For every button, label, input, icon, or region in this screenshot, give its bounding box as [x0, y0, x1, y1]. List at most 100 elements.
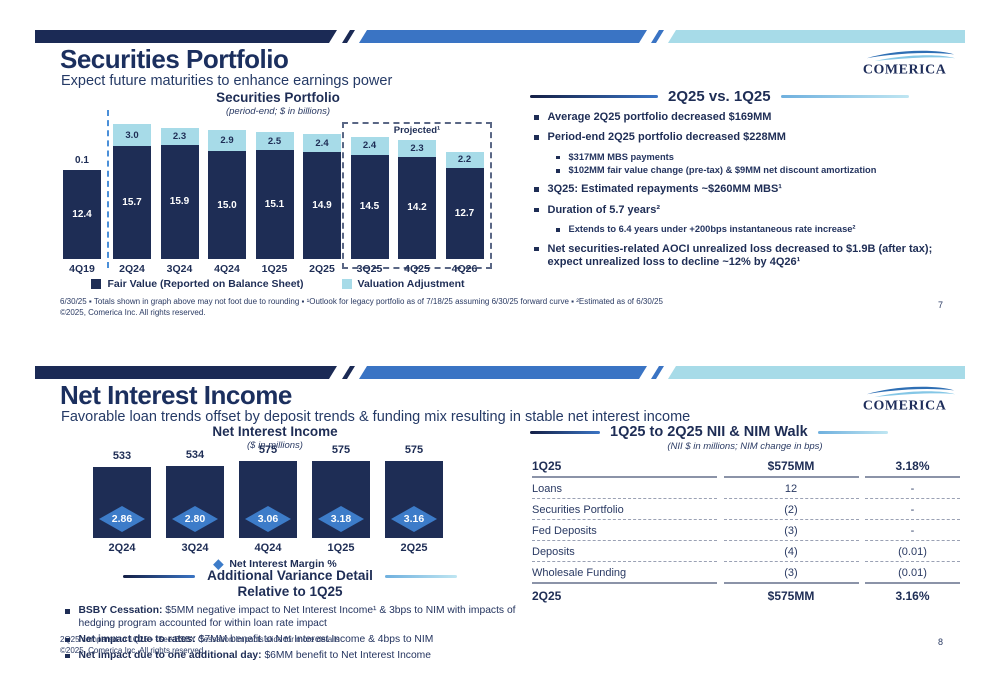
bullet-item: Net impact due to rates: $7MM benefit to… [63, 634, 523, 647]
table-cell-nim: 3.18% [865, 454, 960, 478]
heading-text: 1Q25 to 2Q25 NII & NIM Walk [610, 424, 808, 440]
logo-swoosh-blue [866, 386, 955, 395]
valuation-adjustment-bar-4Q25: 2.3 [398, 140, 436, 157]
nii-value-label: 533 [112, 449, 132, 462]
bullet-marker [556, 169, 560, 173]
band-segment-blue [359, 366, 647, 379]
nii-value-label: 575 [258, 443, 278, 456]
bullet-text: Extends to 6.4 years under +200bps insta… [568, 224, 856, 235]
valuation-adjustment-bar-4Q26: 2.2 [445, 151, 484, 168]
legend-swatch-cyan [341, 279, 352, 289]
fair-value-label: 15.0 [217, 199, 237, 211]
valuation-adjustment-bar-3Q25: 2.4 [350, 137, 389, 155]
table-cell-label: Loans [532, 478, 717, 499]
fair-value-bar-3Q25: 14.5 [350, 154, 389, 259]
valuation-adjustment-label: 2.2 [457, 154, 472, 166]
table-cell-nii: (3) [723, 562, 859, 584]
fair-value-bar-4Q25: 14.2 [398, 156, 436, 259]
valuation-adjustment-bar-2Q25: 2.4 [303, 134, 341, 152]
bullet-marker [65, 609, 70, 614]
footnote: 2Q25 compared to 1Q25 ▪ ¹See BSBY Cessat… [60, 634, 680, 656]
header-band [35, 366, 965, 379]
bullet-text: BSBY Cessation: $5MM negative impact to … [78, 605, 516, 629]
band-segment-navy [35, 366, 337, 379]
projected-label: Projected¹ [393, 125, 441, 136]
chart-legend: Fair Value (Reported on Balance Sheet) V… [63, 278, 493, 290]
bullet-text: Average 2Q25 portfolio decreased $169MM [547, 111, 772, 123]
table-row-wholesale-funding: Wholesale Funding (3) (0.01) [532, 562, 960, 584]
nii-bar-2Q24: 2.86 [93, 466, 151, 538]
comerica-logo: COMERICA [861, 48, 957, 83]
band-sliver-navy [342, 30, 355, 43]
projected-box: Projected¹ [342, 122, 492, 269]
slide-securities-portfolio: Securities Portfolio Expect future matur… [35, 30, 965, 335]
nii-value-label: 575 [404, 443, 424, 456]
valuation-adjustment-label: 2.9 [220, 135, 234, 147]
table-row-loans: Loans 12- [532, 478, 960, 499]
table-cell-nii: (4) [723, 541, 859, 562]
valuation-adjustment-label: 2.3 [410, 143, 424, 155]
heading-line-left [123, 575, 196, 578]
band-segment-blue [359, 30, 647, 43]
footnote-line2: ©2025, Comerica Inc. All rights reserved… [60, 646, 206, 656]
heading-text-line2: Relative to 1Q25 [237, 583, 343, 599]
table-cell-nii: (2) [723, 499, 859, 520]
fair-value-label: 14.5 [359, 201, 380, 213]
nii-bar-4Q24: 3.06 [239, 460, 297, 538]
legend-item-net-interest-margin: ◆ Net Interest Margin % [213, 557, 336, 570]
nii-value-label: 575 [331, 443, 351, 456]
heading-line-left [530, 95, 658, 98]
band-segment-cyan [668, 366, 965, 379]
bullet-item: 3Q25: Estimated repayments ~$260MM MBS¹ [532, 183, 960, 196]
nim-marker-2Q24: 2.86 [99, 506, 145, 532]
band-segment-navy [35, 30, 337, 43]
walk-subheading: (NII $ in millions; NIM change in bps) [667, 441, 823, 452]
bullet-lead: Net impact due to one additional day: [78, 649, 262, 661]
nii-chart-plot: 2.86 533 2Q24 2.80 534 3Q24 3.06 575 4Q24 3.18 575… [60, 444, 490, 554]
bullet-lead: BSBY Cessation: [78, 605, 163, 616]
fair-value-bar-4Q19: 12.4 [63, 169, 101, 259]
bullet-text: Period-end 2Q25 portfolio decreased $228… [547, 131, 786, 144]
slide-subtitle: Favorable loan trends offset by deposit … [61, 409, 691, 425]
walk-heading: 1Q25 to 2Q25 NII & NIM Walk [530, 424, 960, 440]
x-axis-label-3Q24: 3Q24 [166, 263, 193, 275]
bullet-item: Duration of 5.7 years² [532, 204, 960, 217]
logo-swoosh-cyan [874, 55, 956, 62]
slide-title: Net Interest Income [60, 380, 292, 410]
table-row-securities-portfolio: Securities Portfolio (2) - [532, 499, 960, 520]
heading-line-right [817, 430, 888, 434]
bullet-marker [534, 135, 539, 140]
x-axis-label-4Q25: 4Q25 [404, 263, 430, 275]
heading-text: Additional Variance Detail Relative to 1… [207, 568, 373, 599]
chart-legend: ◆ Net Interest Margin % [60, 557, 490, 570]
valuation-adjustment-bar-1Q25: 2.5 [255, 132, 294, 151]
logo-swoosh-cyan [874, 391, 956, 398]
table-cell-nim: (0.01) [865, 541, 960, 562]
page-number: 7 [938, 300, 944, 310]
comerica-logo: COMERICA [861, 384, 957, 419]
valuation-adjustment-label: 2.4 [362, 140, 377, 152]
table-cell-nim: (0.01) [865, 562, 960, 584]
heading-text: 2Q25 vs. 1Q25 [668, 88, 771, 105]
x-axis-label-4Q19: 4Q19 [69, 263, 95, 275]
x-axis-label-2Q24: 2Q24 [119, 263, 145, 275]
x-axis-label-2Q25: 2Q25 [309, 263, 335, 275]
fair-value-label: 15.7 [122, 197, 142, 208]
x-axis-label-1Q25: 1Q25 [261, 263, 288, 275]
fair-value-bar-3Q24: 15.9 [160, 144, 199, 259]
bullet-item: BSBY Cessation: $5MM negative impact to … [63, 605, 523, 631]
x-axis-label-4Q24: 4Q24 [214, 263, 240, 275]
bullet-item: $102MM fair value change (pre-tax) & $9M… [554, 165, 960, 176]
bullet-text: Net impact due to one additional day: $6… [78, 649, 431, 661]
bullet-marker [65, 653, 70, 659]
nim-marker-1Q25: 3.18 [318, 506, 364, 532]
table-cell-label: Fed Deposits [532, 520, 717, 541]
band-segment-cyan [668, 30, 965, 43]
nii-value-label: 534 [185, 449, 205, 462]
bullet-item: Net securities-related AOCI unrealized l… [532, 243, 960, 270]
page-number: 8 [938, 637, 944, 647]
bullet-text: Net securities-related AOCI unrealized l… [547, 242, 933, 269]
x-axis-label-2Q25: 2Q25 [400, 542, 428, 554]
table-cell-nim: - [865, 499, 960, 520]
